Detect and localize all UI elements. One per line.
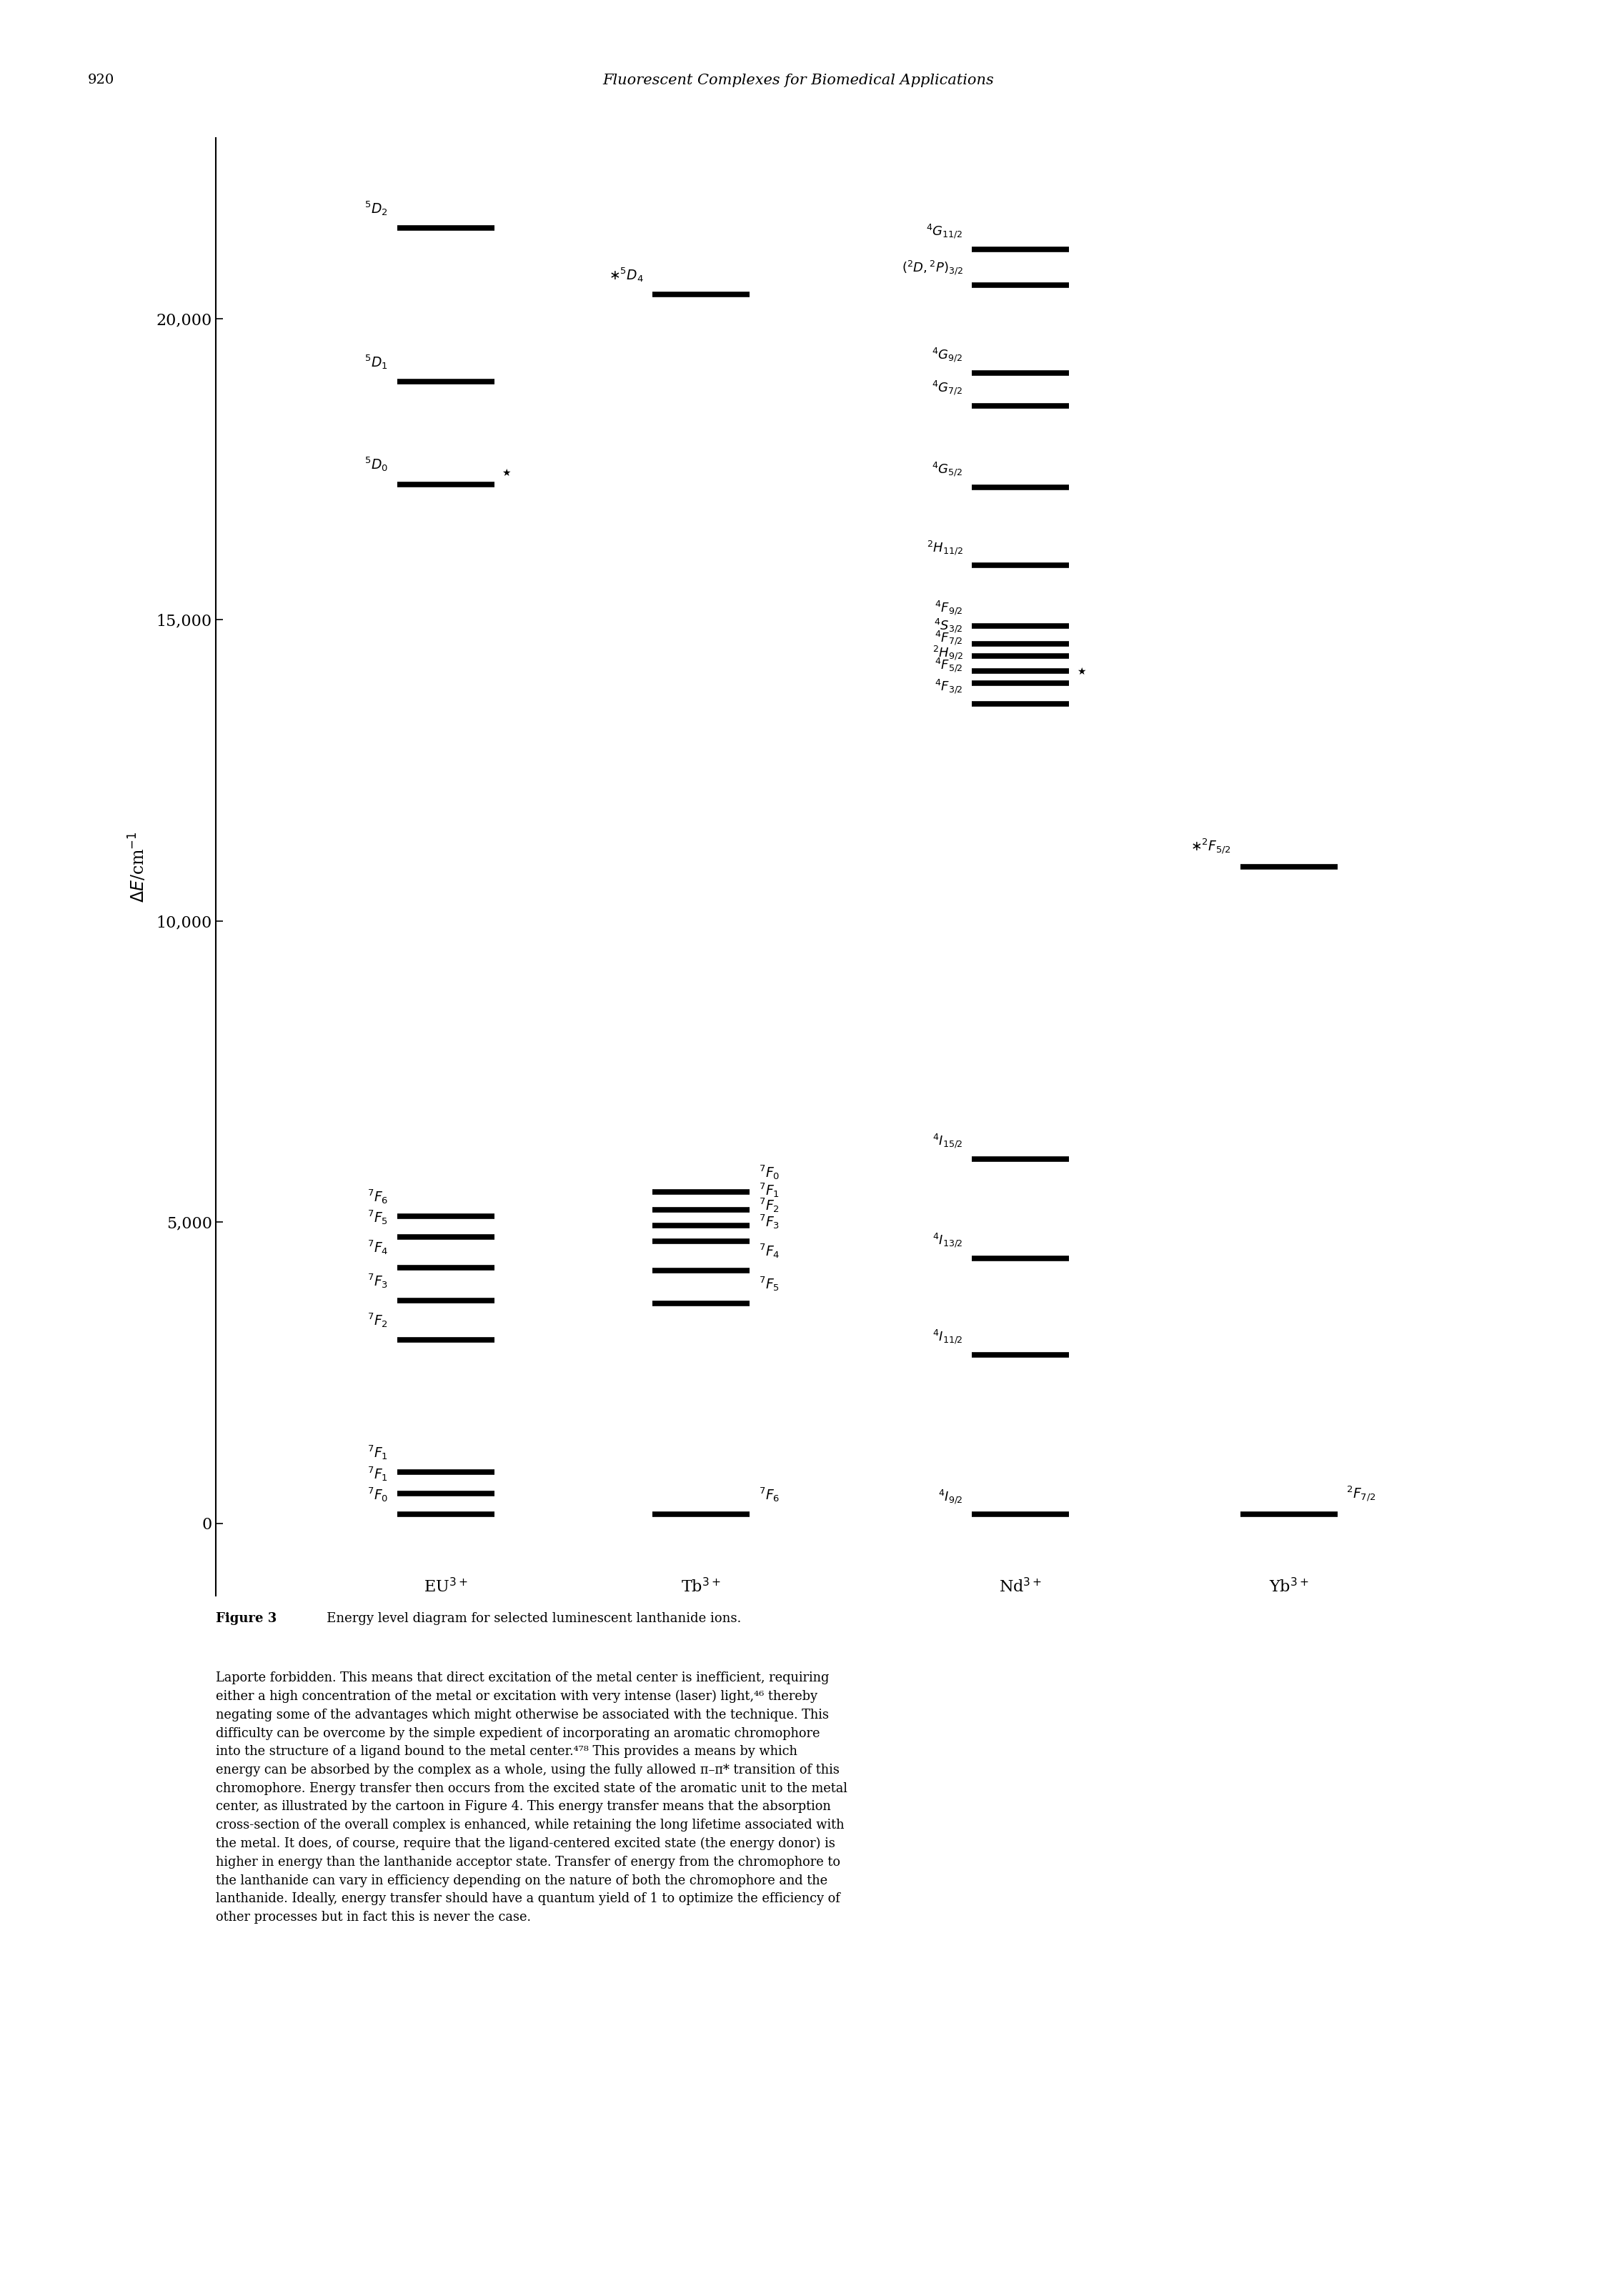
Text: $^7F_0$: $^7F_0$ [759, 1164, 779, 1180]
Text: $^4I_{9/2}$: $^4I_{9/2}$ [939, 1488, 963, 1506]
Text: $^2H_{9/2}$: $^2H_{9/2}$ [933, 645, 963, 661]
Text: $\bigstar$: $\bigstar$ [501, 468, 511, 478]
Text: $^7F_2$: $^7F_2$ [367, 1311, 388, 1329]
Text: Fluorescent Complexes for Biomedical Applications: Fluorescent Complexes for Biomedical App… [602, 73, 995, 87]
Text: Energy level diagram for selected luminescent lanthanide ions.: Energy level diagram for selected lumine… [315, 1612, 741, 1626]
Text: $^5D_1$: $^5D_1$ [364, 354, 388, 372]
Text: $^4F_{9/2}$: $^4F_{9/2}$ [934, 599, 963, 618]
Text: Laporte forbidden. This means that direct excitation of the metal center is inef: Laporte forbidden. This means that direc… [216, 1671, 846, 1924]
Text: $^7F_3$: $^7F_3$ [759, 1212, 779, 1231]
Text: 920: 920 [88, 73, 115, 87]
Text: $^7F_4$: $^7F_4$ [367, 1240, 388, 1256]
Text: Nd$^{3+}$: Nd$^{3+}$ [1000, 1577, 1041, 1596]
Text: $^4G_{7/2}$: $^4G_{7/2}$ [933, 379, 963, 397]
Text: $(^2D,^2P)_{3/2}$: $(^2D,^2P)_{3/2}$ [901, 259, 963, 276]
Text: $^7F_0$: $^7F_0$ [367, 1486, 388, 1504]
Text: $\ast$$^5D_4$: $\ast$$^5D_4$ [608, 266, 644, 282]
Text: $^4I_{11/2}$: $^4I_{11/2}$ [933, 1327, 963, 1345]
Text: EU$^{3+}$: EU$^{3+}$ [423, 1577, 468, 1596]
Text: $^7F_5$: $^7F_5$ [367, 1208, 388, 1226]
Text: $^7F_2$: $^7F_2$ [759, 1196, 779, 1215]
Text: $^4G_{9/2}$: $^4G_{9/2}$ [933, 347, 963, 363]
Text: $^2H_{11/2}$: $^2H_{11/2}$ [926, 540, 963, 556]
Text: $^5D_0$: $^5D_0$ [364, 455, 388, 473]
Text: $^4I_{15/2}$: $^4I_{15/2}$ [933, 1132, 963, 1150]
Text: $^4F_{3/2}$: $^4F_{3/2}$ [934, 677, 963, 696]
Text: $^7F_1$: $^7F_1$ [367, 1444, 388, 1460]
Y-axis label: $\Delta E$/cm$^{-1}$: $\Delta E$/cm$^{-1}$ [128, 831, 149, 902]
Text: $^4F_{5/2}$: $^4F_{5/2}$ [934, 657, 963, 675]
Text: $^4F_{7/2}$: $^4F_{7/2}$ [934, 629, 963, 647]
Text: $^4I_{13/2}$: $^4I_{13/2}$ [933, 1231, 963, 1249]
Text: $\ast$$^2F_{5/2}$: $\ast$$^2F_{5/2}$ [1190, 838, 1231, 856]
Text: $^2F_{7/2}$: $^2F_{7/2}$ [1346, 1486, 1375, 1504]
Text: $^4G_{11/2}$: $^4G_{11/2}$ [926, 223, 963, 241]
Text: $^7F_4$: $^7F_4$ [759, 1242, 779, 1261]
Text: $^4S_{3/2}$: $^4S_{3/2}$ [934, 618, 963, 634]
Text: Yb$^{3+}$: Yb$^{3+}$ [1270, 1577, 1308, 1596]
Text: Figure 3: Figure 3 [216, 1612, 276, 1626]
Text: $^7F_1$: $^7F_1$ [367, 1465, 388, 1483]
Text: $^4G_{5/2}$: $^4G_{5/2}$ [933, 461, 963, 478]
Text: $^5D_2$: $^5D_2$ [364, 200, 388, 218]
Text: $^7F_1$: $^7F_1$ [759, 1182, 779, 1199]
Text: $^7F_3$: $^7F_3$ [367, 1272, 388, 1290]
Text: Tb$^{3+}$: Tb$^{3+}$ [682, 1577, 720, 1596]
Text: $^7F_6$: $^7F_6$ [367, 1187, 388, 1205]
Text: $^7F_5$: $^7F_5$ [759, 1274, 779, 1293]
Text: $\bigstar$: $\bigstar$ [1076, 666, 1086, 677]
Text: $^7F_6$: $^7F_6$ [759, 1486, 779, 1504]
